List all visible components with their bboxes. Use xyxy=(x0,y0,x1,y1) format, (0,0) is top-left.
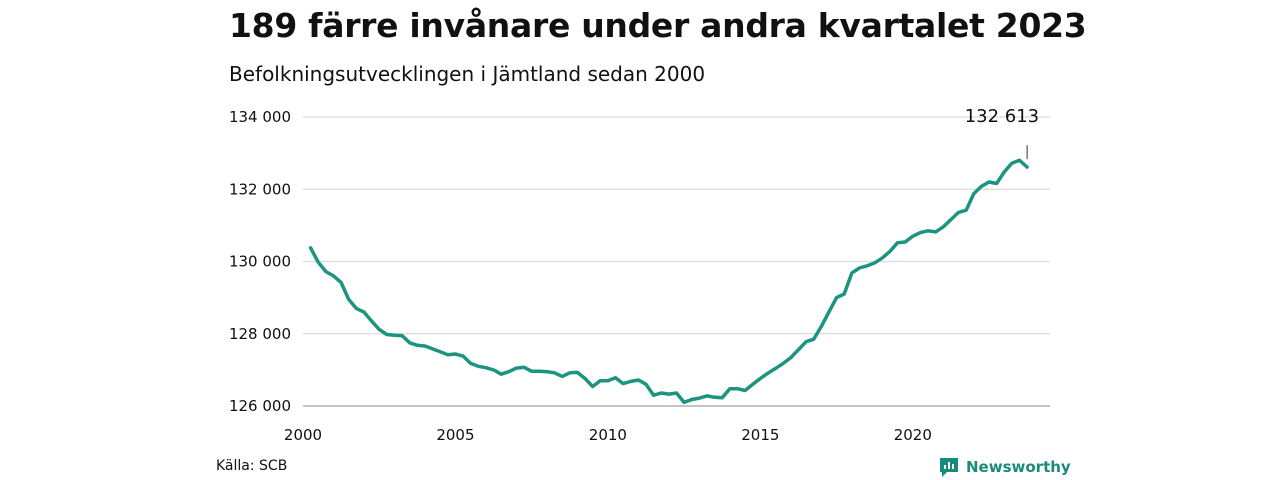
series-line-0 xyxy=(308,158,1029,405)
annotations: 132 613 xyxy=(965,106,1039,160)
y-tick-label: 132 000 xyxy=(229,180,291,198)
source-note: Källa: SCB xyxy=(216,458,288,474)
gridlines xyxy=(303,116,1050,407)
x-tick-label: 2000 xyxy=(284,426,322,444)
y-tick-label: 130 000 xyxy=(229,253,291,271)
newsworthy-logo-icon xyxy=(940,458,958,477)
chart-title: 189 färre invånare under andra kvartalet… xyxy=(229,6,1087,45)
y-tick-label: 128 000 xyxy=(229,325,291,343)
series-layer xyxy=(308,158,1029,405)
brand-name: Newsworthy xyxy=(966,458,1071,476)
x-tick-label: 2020 xyxy=(894,426,932,444)
x-axis-ticks: 2000 2005 2010 2015 2020 xyxy=(284,426,932,444)
x-tick-label: 2005 xyxy=(436,426,474,444)
y-tick-label: 134 000 xyxy=(229,108,291,126)
chart-subtitle: Befolkningsutvecklingen i Jämtland sedan… xyxy=(229,62,706,86)
x-tick-label: 2010 xyxy=(589,426,627,444)
y-tick-label: 126 000 xyxy=(229,397,291,415)
x-tick-label: 2015 xyxy=(741,426,779,444)
last-value-label: 132 613 xyxy=(965,106,1039,127)
brand-logo: Newsworthy xyxy=(938,456,1071,478)
y-axis-ticks: 126 000 128 000 130 000 132 000 134 000 xyxy=(229,108,291,415)
